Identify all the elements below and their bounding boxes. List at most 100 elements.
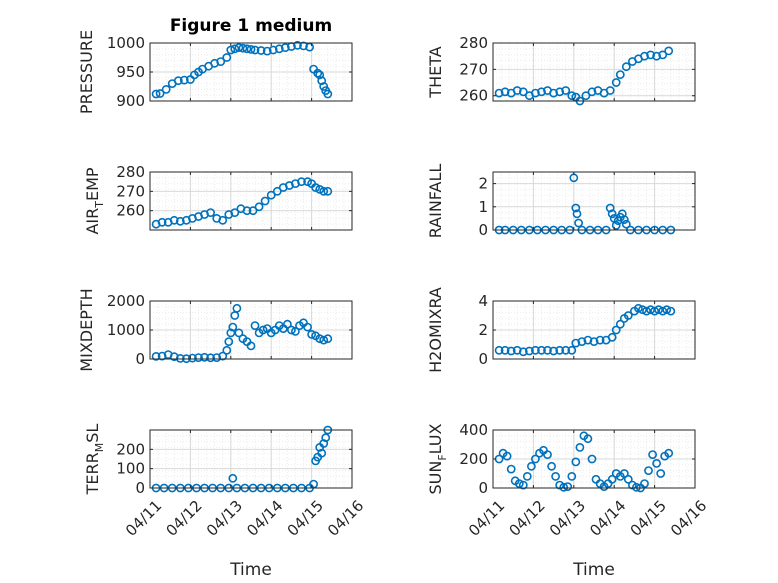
y-axis-label: PRESSURE [77,30,96,114]
data-point [656,469,666,478]
data-point [319,82,329,91]
data-point [299,41,308,51]
data-point [619,215,629,224]
y-axis-label: TERRMSL [83,424,106,496]
data-point [646,50,655,60]
data-point [652,458,661,468]
data-point [531,454,540,464]
data-point [317,448,327,458]
data-point [246,341,256,351]
data-point [319,335,329,345]
x-tick-label: 04/14 [586,497,629,540]
x-tick-label: 04/13 [203,497,246,540]
y-tick-label: 2 [478,175,488,193]
data-point [650,306,659,316]
data-point [323,334,333,344]
data-point [297,177,306,187]
data-point [607,332,617,342]
data-point [228,473,238,483]
data-point [615,70,625,79]
data-point [514,479,524,488]
data-point [658,50,668,60]
x-tick-label: 04/15 [284,497,327,540]
data-point [621,219,631,229]
data-point [577,337,587,346]
data-point [500,87,510,97]
y-tick-label: 950 [116,63,145,81]
data-point [652,51,661,61]
data-point [531,88,540,98]
y-axis-label: RAINFALL [426,164,445,239]
data-point [506,346,516,356]
x-tick-label: 04/14 [243,497,286,540]
y-tick-label: 260 [116,202,145,220]
y-tick-label: 260 [459,87,488,105]
data-point [537,345,546,355]
data-point [175,353,185,363]
data-point [571,338,581,348]
data-point [561,86,571,95]
y-tick-label: 0 [135,350,145,368]
data-point [506,464,516,474]
data-point [549,88,558,98]
x-tick-label: 04/13 [546,497,589,540]
data-point [151,89,161,99]
data-point [525,346,534,356]
y-tick-label: 270 [459,60,488,78]
data-point [518,87,528,97]
data-point [543,450,552,459]
data-point [250,321,260,330]
data-point [212,353,222,362]
data-point [206,208,215,217]
data-point [619,469,629,478]
data-point [648,450,657,459]
data-point [169,215,179,225]
data-point [561,345,571,355]
data-point [234,328,244,338]
data-point [587,87,597,97]
data-point [173,76,183,86]
data-point [311,183,320,192]
y-tick-label: 2000 [107,292,145,310]
x-tick-label: 04/12 [505,497,548,540]
data-point [581,91,591,101]
data-point [494,88,504,98]
data-point [323,89,333,99]
data-point [611,78,621,87]
data-point [623,311,633,320]
y-tick-label: 100 [116,460,145,478]
data-point [623,474,633,484]
data-point [640,51,649,61]
x-tick-label: 04/11 [465,497,508,540]
x-tick-label: 04/16 [324,497,367,540]
data-point [512,345,522,355]
data-point [563,482,573,491]
data-point [559,482,569,492]
data-point [230,44,240,54]
y-axis-label: AIRTEMP [83,167,106,234]
y-axis-label: MIXDEPTH [77,288,96,371]
data-point [644,466,653,475]
data-point [187,353,197,363]
data-point [607,209,617,219]
data-point [155,89,165,98]
data-point [666,306,676,316]
data-point [151,351,161,361]
data-point [266,190,276,200]
data-point [319,186,329,196]
data-point [274,44,284,54]
data-point [611,325,621,335]
data-point [293,40,302,50]
y-axis-label: THETA [426,46,445,98]
data-point [216,57,226,66]
data-point [522,471,532,481]
data-point [234,43,244,52]
data-point [512,86,522,95]
data-point [280,43,290,52]
x-tick-label: 04/11 [122,497,165,540]
data-point [254,202,264,212]
y-axis-label: H2OMIXRA [426,287,445,373]
data-point [638,305,647,315]
